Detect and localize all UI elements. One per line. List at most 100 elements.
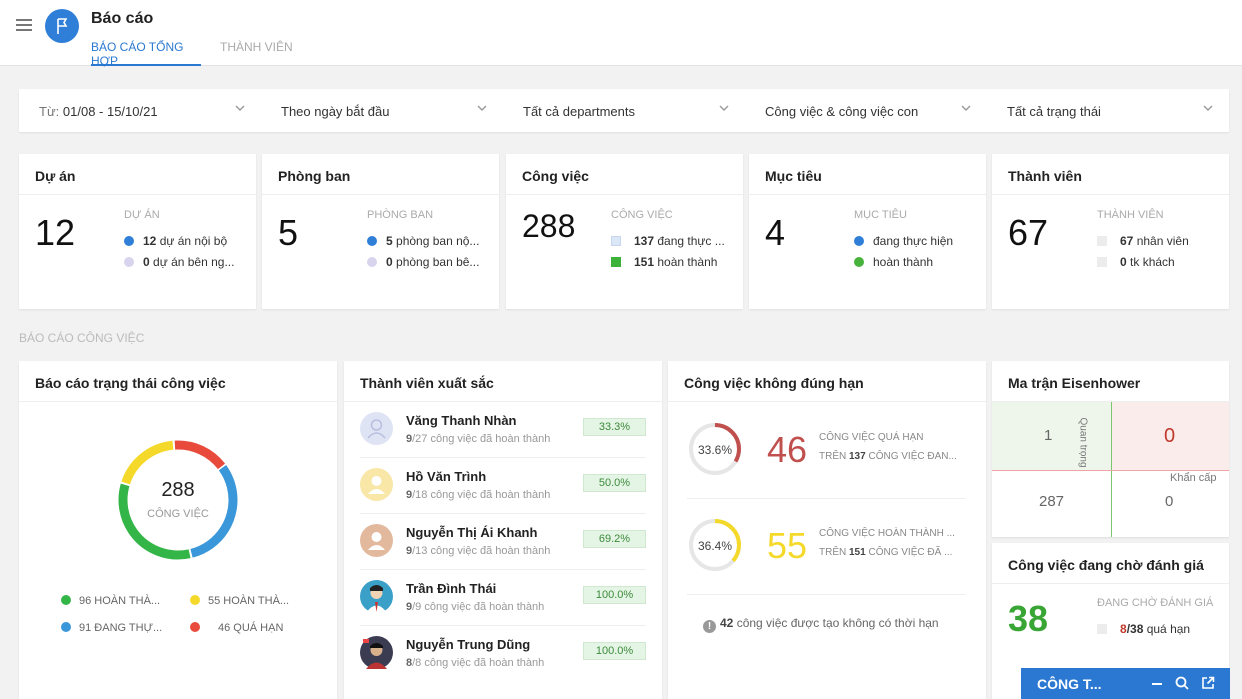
date-range-label: Từ: <box>39 104 60 119</box>
gray-square-icon <box>1097 236 1107 246</box>
donut-segment <box>118 440 238 560</box>
top-members-card: Thành viên xuất sắc Văng Thanh Nhàn 9/27… <box>344 361 662 699</box>
legend-item: 91 ĐANG THỰ... <box>61 622 162 634</box>
list-item[interactable]: Nguyễn Thị Ái Khanh 9/13 công việc đã ho… <box>360 514 646 570</box>
lavender-dot-icon <box>124 257 134 267</box>
pending-overdue-line: 8/38 quá hạn <box>1097 622 1190 636</box>
list-item[interactable]: Nguyễn Trung Dũng 8/8 công việc đã hoàn … <box>360 626 646 682</box>
eisenhower-matrix-card: Ma trận Eisenhower 1 0 287 0 Quan trọng … <box>992 361 1229 537</box>
gray-square-icon <box>1097 624 1107 634</box>
tab-summary-report[interactable]: BÁO CÁO TỔNG HỢP <box>91 40 201 68</box>
tab-members[interactable]: THÀNH VIÊN <box>220 40 293 54</box>
card-title: Phòng ban <box>262 154 499 195</box>
member-percent: 69.2% <box>583 530 646 548</box>
date-mode-value: Theo ngày bắt đầu <box>281 104 390 119</box>
legend-item: 96 HOÀN THÀ... <box>61 595 160 607</box>
card-title: Ma trận Eisenhower <box>992 361 1229 402</box>
green-dot-icon <box>854 257 864 267</box>
stat-value: 67 <box>1008 212 1049 253</box>
goals-card[interactable]: Mục tiêu 4 MỤC TIÊU đang thực hiện hoàn … <box>749 154 986 309</box>
chat-widget[interactable]: CÔNG T... <box>1021 668 1230 699</box>
divider <box>687 594 965 595</box>
stat-caption: THÀNH VIÊN <box>1097 209 1164 221</box>
member-progress-text: 9/27 công việc đã hoàn thành <box>406 433 551 445</box>
list-item[interactable]: Trần Đình Thái 9/9 công việc đã hoàn thà… <box>360 570 646 626</box>
legend-item: 46 QUÁ HẠN <box>190 622 283 634</box>
avatar <box>360 524 393 557</box>
page-title: Báo cáo <box>91 10 154 27</box>
chevron-down-icon <box>961 105 971 111</box>
donut-total: 288 <box>161 479 195 501</box>
quadrant-important-not-urgent[interactable] <box>992 402 1111 470</box>
quadrant-value: 0 <box>1164 425 1176 447</box>
card-title: Báo cáo trạng thái công việc <box>19 361 337 402</box>
ring-progress <box>689 519 741 571</box>
status-filter[interactable]: Tất cả trạng thái <box>987 89 1229 132</box>
card-title: Công việc không đúng hạn <box>668 361 986 402</box>
stat-value: 12 <box>35 212 76 253</box>
member-progress-text: 9/18 công việc đã hoàn thành <box>406 489 551 501</box>
status-value: Tất cả trạng thái <box>1007 104 1101 119</box>
divider <box>687 498 965 499</box>
member-name: Văng Thanh Nhàn <box>406 413 517 428</box>
members-card[interactable]: Thành viên 67 THÀNH VIÊN 67 nhân viên 0 … <box>992 154 1229 309</box>
quadrant-value: 287 <box>1039 493 1065 510</box>
list-item[interactable]: Văng Thanh Nhàn 9/27 công việc đã hoàn t… <box>360 402 646 458</box>
stat-line: 67 nhân viên <box>1097 234 1225 248</box>
stat-caption: DỰ ÁN <box>124 209 160 221</box>
axis-label-urgent: Khẩn cấp <box>1170 472 1217 484</box>
card-title: Công việc <box>506 154 743 195</box>
ring-progress <box>689 423 741 475</box>
late-done-value: 55 <box>767 525 808 566</box>
date-range-value: 01/08 - 15/10/21 <box>62 104 158 119</box>
stat-value: 4 <box>765 212 786 253</box>
blue-dot-icon <box>854 236 864 246</box>
member-progress-text: 9/13 công việc đã hoàn thành <box>406 545 551 557</box>
card-title: Thành viên xuất sắc <box>344 361 662 402</box>
date-range-filter[interactable]: Từ: 01/08 - 15/10/21 <box>19 89 261 132</box>
green-dot-icon <box>61 595 71 605</box>
donut-segment <box>118 440 238 560</box>
quadrant-important-urgent[interactable] <box>1111 402 1229 470</box>
flag-icon <box>45 9 79 43</box>
pending-caption: ĐANG CHỜ ĐÁNH GIÁ <box>1097 597 1214 609</box>
department-value: Tất cả departments <box>523 104 635 119</box>
list-item[interactable]: Hồ Văn Trình 9/18 công việc đã hoàn thàn… <box>360 458 646 514</box>
member-percent: 50.0% <box>583 474 646 492</box>
donut-total-label: CÔNG VIỆC <box>147 508 209 520</box>
department-filter[interactable]: Tất cả departments <box>503 89 745 132</box>
overdue-value: 46 <box>767 429 808 470</box>
member-name: Trần Đình Thái <box>406 581 497 596</box>
menu-icon[interactable] <box>14 17 34 33</box>
external-link-icon[interactable] <box>1201 676 1215 690</box>
chevron-down-icon <box>1203 105 1213 111</box>
task-scope-filter[interactable]: Công việc & công việc con <box>745 89 987 132</box>
red-dot-icon <box>190 622 200 632</box>
stat-line: 137 đang thực ... <box>611 234 739 248</box>
member-percent: 100.0% <box>583 586 646 604</box>
task-scope-value: Công việc & công việc con <box>765 104 919 119</box>
card-title: Mục tiêu <box>749 154 986 195</box>
gray-square-icon <box>1097 257 1107 267</box>
task-status-report-card: Báo cáo trạng thái công việc 288 CÔNG VI… <box>19 361 337 699</box>
projects-card[interactable]: Dự án 12 DỰ ÁN 12 dự án nội bộ 0 dự án b… <box>19 154 256 309</box>
search-icon[interactable] <box>1175 676 1189 690</box>
avatar <box>360 468 393 501</box>
late-done-caption: CÔNG VIỆC HOÀN THÀNH ... <box>819 528 955 539</box>
date-mode-filter[interactable]: Theo ngày bắt đầu <box>261 89 503 132</box>
matrix-horizontal-axis <box>992 470 1229 471</box>
axis-label-important: Quan trọng <box>1077 417 1089 468</box>
late-done-ring <box>689 519 741 571</box>
avatar <box>360 580 393 613</box>
chevron-down-icon <box>477 105 487 111</box>
quadrant-value: 0 <box>1165 493 1174 510</box>
card-title: Công việc đang chờ đánh giá <box>992 543 1229 584</box>
minimize-icon[interactable] <box>1151 678 1163 690</box>
departments-card[interactable]: Phòng ban 5 PHÒNG BAN 5 phòng ban nộ... … <box>262 154 499 309</box>
chat-title: CÔNG T... <box>1037 676 1102 692</box>
stat-caption: MỤC TIÊU <box>854 209 907 221</box>
overdue-caption: CÔNG VIỆC QUÁ HẠN <box>819 432 924 443</box>
tasks-card[interactable]: Công việc 288 CÔNG VIỆC 137 đang thực ..… <box>506 154 743 309</box>
stat-line: 0 dự án bên ng... <box>124 255 252 269</box>
green-square-icon <box>611 257 621 267</box>
